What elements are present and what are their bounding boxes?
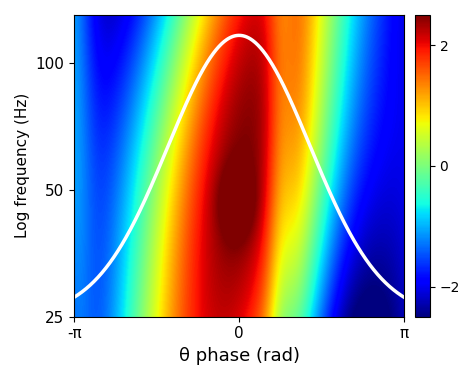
Y-axis label: Log frequency (Hz): Log frequency (Hz) — [15, 93, 30, 239]
X-axis label: θ phase (rad): θ phase (rad) — [179, 347, 300, 365]
